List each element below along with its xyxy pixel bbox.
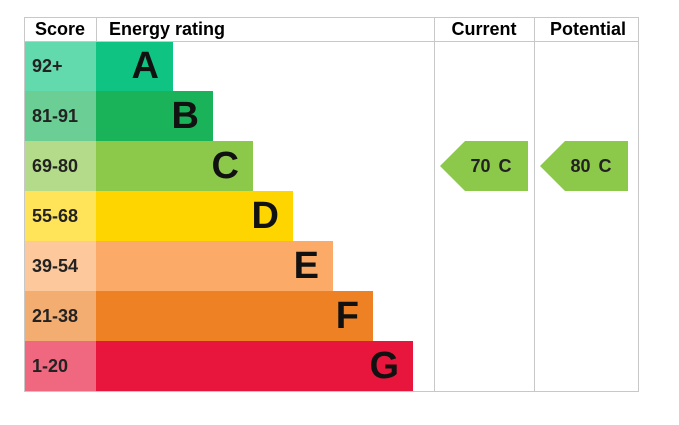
rating-letter: E	[294, 245, 319, 287]
header-current: Current	[451, 19, 516, 39]
rating-letter: D	[252, 195, 279, 237]
potential-value: 80	[570, 156, 590, 176]
header-score: Score	[35, 19, 85, 39]
score-cell	[24, 191, 96, 241]
header-rating: Energy rating	[109, 19, 225, 39]
score-label: 55-68	[32, 206, 78, 226]
rating-bar	[96, 341, 413, 391]
score-cell	[24, 141, 96, 191]
rating-bar	[96, 241, 333, 291]
rating-bar	[96, 291, 373, 341]
rating-bar	[96, 141, 253, 191]
current-rating: C	[499, 156, 512, 176]
score-label: 92+	[32, 56, 63, 76]
rating-bar	[96, 41, 173, 91]
score-label: 81-91	[32, 106, 78, 126]
rating-letter: C	[212, 145, 239, 187]
score-label: 39-54	[32, 256, 78, 276]
rating-bar	[96, 191, 293, 241]
rating-letter: B	[172, 95, 199, 137]
score-label: 69-80	[32, 156, 78, 176]
score-cell	[24, 291, 96, 341]
potential-label: 80 C	[570, 156, 611, 176]
current-arrow	[440, 141, 528, 191]
potential-rating: C	[599, 156, 612, 176]
rating-letter: A	[132, 45, 159, 87]
score-cell	[24, 241, 96, 291]
rating-bar	[96, 91, 213, 141]
table-frame	[24, 17, 639, 392]
potential-arrow	[540, 141, 628, 191]
current-value: 70	[470, 156, 490, 176]
score-label: 21-38	[32, 306, 78, 326]
rating-letter: G	[369, 345, 399, 387]
score-label: 1-20	[32, 356, 68, 376]
score-cell	[24, 91, 96, 141]
header-potential: Potential	[550, 19, 626, 39]
current-label: 70 C	[470, 156, 511, 176]
score-cell	[24, 41, 96, 91]
score-cell	[24, 341, 96, 391]
rating-letter: F	[336, 295, 359, 337]
